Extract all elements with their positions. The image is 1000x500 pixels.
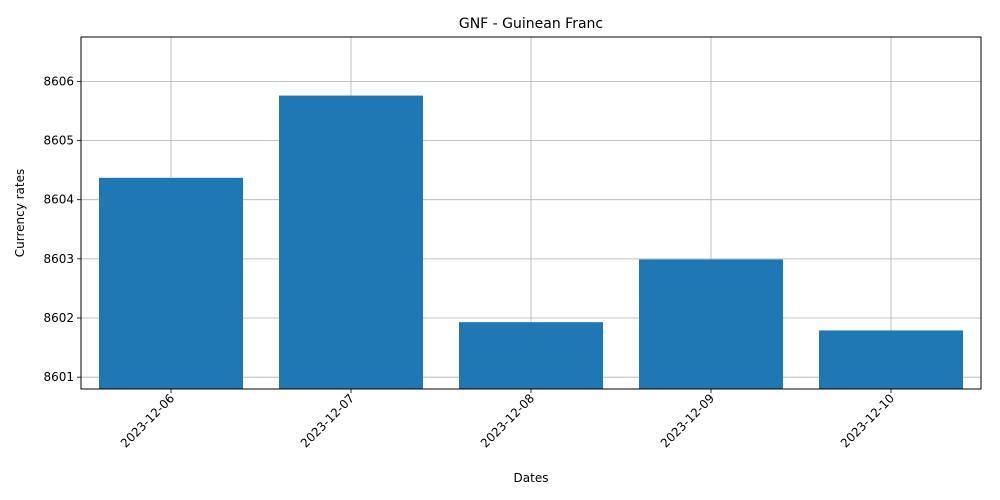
- y-tick-label: 8604: [43, 193, 74, 207]
- bar: [459, 322, 603, 389]
- bars: [99, 95, 963, 390]
- bar: [819, 330, 963, 389]
- chart-title: GNF - Guinean Franc: [459, 16, 603, 32]
- bar: [99, 177, 243, 389]
- y-tick-label: 8601: [43, 370, 74, 384]
- y-axis-label: Currency rates: [13, 169, 27, 258]
- bar: [279, 95, 423, 390]
- bar: [639, 259, 783, 389]
- y-tick-label: 8602: [43, 311, 74, 325]
- y-axis-ticks: 8601 8602 8603 8604 8605 8606: [43, 74, 81, 384]
- y-tick-label: 8605: [43, 134, 74, 148]
- y-tick-label: 8606: [43, 74, 74, 88]
- x-axis-label: Dates: [514, 471, 549, 485]
- y-tick-label: 8603: [43, 252, 74, 266]
